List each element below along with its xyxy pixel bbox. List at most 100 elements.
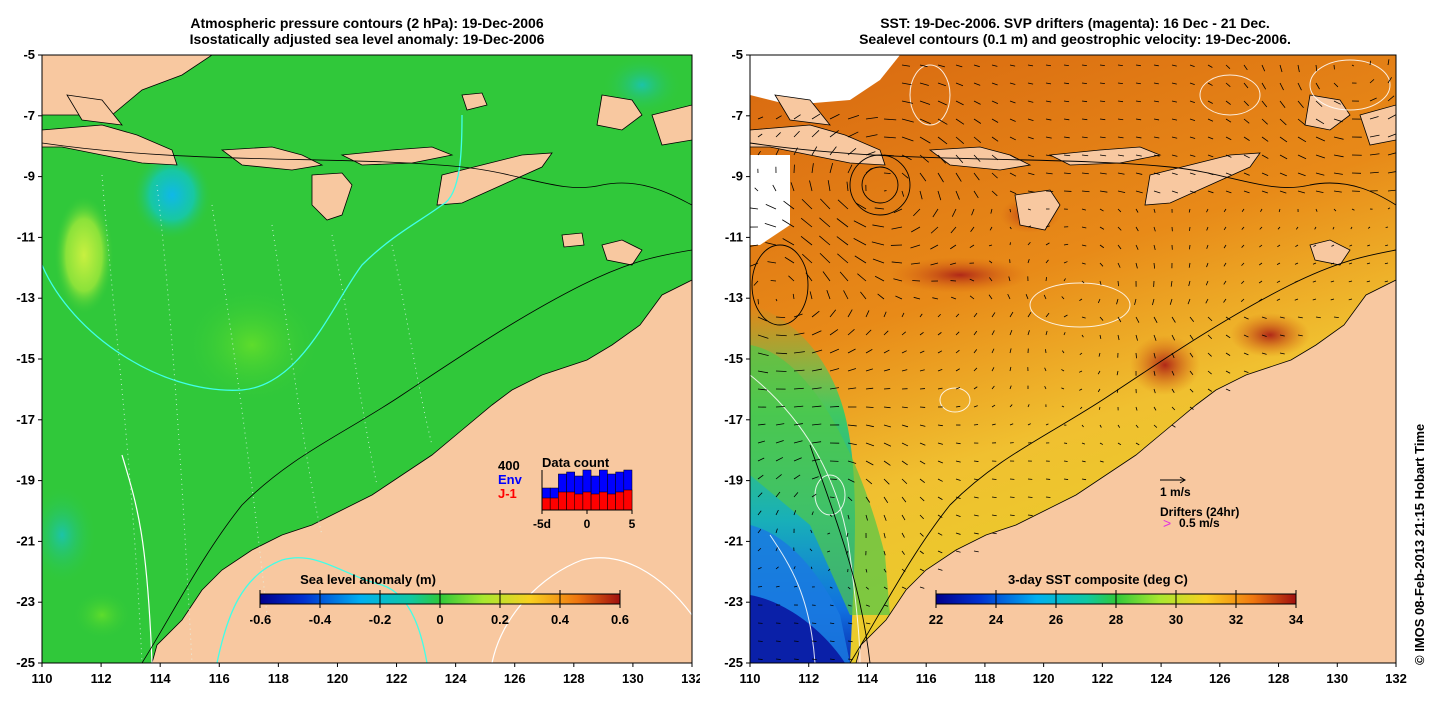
- velocity-arrow: [811, 405, 822, 408]
- velocity-arrow: [1135, 334, 1138, 341]
- velocity-arrow: [1134, 298, 1137, 306]
- velocity-arrow: [877, 293, 885, 300]
- velocity-arrow: [860, 291, 867, 300]
- velocity-arrow: [1061, 405, 1065, 408]
- velocity-arrow: [775, 658, 781, 660]
- velocity-arrow: [883, 496, 889, 504]
- velocity-arrow: [871, 241, 885, 246]
- velocity-arrow: [829, 640, 835, 643]
- velocity-arrow: [1223, 208, 1227, 213]
- velocity-arrow: [1135, 244, 1139, 250]
- velocity-arrow: [1171, 136, 1178, 139]
- velocity-arrow: [750, 262, 759, 267]
- velocity-arrow: [991, 348, 995, 354]
- velocity-arrow: [775, 316, 786, 319]
- velocity-arrow: [1348, 298, 1353, 301]
- right-colorbar-label: 3-day SST composite (deg C): [1008, 572, 1188, 587]
- velocity-arrow: [853, 238, 867, 246]
- velocity-arrow: [901, 172, 909, 179]
- velocity-arrow: [757, 388, 768, 391]
- velocity-arrow: [847, 658, 853, 661]
- velocity-arrow: [1331, 244, 1335, 247]
- velocity-arrow: [1116, 370, 1119, 376]
- velocity-arrow: [1117, 136, 1124, 139]
- velocity-arrow: [910, 244, 921, 249]
- velocity-arrow: [883, 172, 891, 174]
- velocity-arrow: [1171, 334, 1176, 341]
- velocity-arrow: [1315, 172, 1325, 176]
- velocity-arrow: [901, 350, 907, 354]
- velocity-arrow: [1348, 262, 1353, 265]
- velocity-arrow: [793, 585, 798, 588]
- velocity-arrow: [809, 548, 813, 552]
- velocity-arrow: [901, 424, 909, 428]
- velocity-arrow: [937, 478, 943, 482]
- velocity-arrow: [973, 190, 979, 199]
- velocity-arrow: [891, 226, 903, 230]
- velocity-arrow: [757, 440, 765, 444]
- velocity-arrow: [1279, 352, 1285, 355]
- velocity-arrow: [1171, 388, 1175, 393]
- velocity-arrow: [1009, 514, 1015, 516]
- velocity-arrow: [846, 532, 849, 537]
- velocity-arrow: [1135, 100, 1142, 103]
- velocity-arrow: [1153, 136, 1160, 139]
- velocity-arrow: [893, 208, 903, 214]
- velocity-arrow: [1189, 154, 1196, 157]
- colorbar-tick-label: -0.6: [250, 612, 271, 627]
- velocity-arrow: [826, 290, 831, 300]
- velocity-arrow: [767, 261, 777, 264]
- velocity-arrow: [788, 275, 795, 282]
- colorbar-tick-label: 22: [929, 612, 943, 627]
- colorbar-tick-label: 28: [1109, 612, 1123, 627]
- left-colorbar-label: Sea level anomaly (m): [300, 572, 436, 587]
- velocity-arrow: [1225, 136, 1232, 141]
- velocity-arrow: [1045, 64, 1051, 67]
- velocity-arrow: [1225, 190, 1232, 194]
- velocity-arrow: [1351, 64, 1355, 67]
- lon-tick-label: 114: [150, 671, 172, 686]
- velocity-arrow: [1009, 136, 1016, 141]
- velocity-arrow: [1099, 154, 1107, 157]
- velocity-arrow: [1152, 298, 1155, 306]
- velocity-arrow: [757, 352, 769, 356]
- velocity-arrow: [1261, 118, 1268, 125]
- velocity-arrow: [919, 136, 931, 144]
- colorbar-tick-label: 32: [1229, 612, 1243, 627]
- velocity-arrow: [912, 280, 921, 282]
- j1-count-bar: [599, 491, 608, 511]
- velocity-arrow: [1330, 298, 1335, 301]
- velocity-arrow: [991, 190, 998, 197]
- velocity-arrow: [937, 313, 941, 318]
- velocity-arrow: [937, 424, 943, 427]
- velocity-arrow: [1207, 118, 1214, 122]
- velocity-arrow: [883, 514, 887, 521]
- colorbar-tick-label: 0.4: [551, 612, 570, 627]
- velocity-arrow: [1261, 334, 1267, 337]
- velocity-arrow: [1207, 154, 1214, 158]
- velocity-arrow: [1243, 100, 1249, 107]
- velocity-arrow: [811, 441, 822, 444]
- velocity-arrow: [846, 550, 849, 555]
- velocity-arrow: [1117, 100, 1124, 103]
- velocity-arrow: [1243, 118, 1250, 124]
- velocity-arrow: [775, 547, 778, 552]
- lat-tick-label: -21: [16, 533, 35, 548]
- velocity-arrow: [1009, 348, 1012, 354]
- velocity-arrow: [991, 136, 999, 142]
- velocity-arrow: [1117, 226, 1122, 231]
- velocity-arrow: [1097, 388, 1101, 393]
- lon-tick-label: 130: [1326, 671, 1348, 686]
- velocity-arrow: [883, 442, 892, 447]
- velocity-arrow: [829, 496, 835, 498]
- velocity-arrow: [955, 190, 960, 200]
- velocity-arrow: [1315, 118, 1325, 125]
- velocity-arrow: [1027, 242, 1031, 246]
- velocity-arrow: [820, 198, 831, 210]
- velocity-arrow: [1333, 190, 1342, 193]
- j1-count-bar: [558, 491, 567, 511]
- velocity-arrow: [1315, 154, 1326, 159]
- velocity-arrow: [950, 296, 957, 300]
- velocity-arrow: [1117, 208, 1122, 213]
- velocity-arrow: [775, 640, 781, 642]
